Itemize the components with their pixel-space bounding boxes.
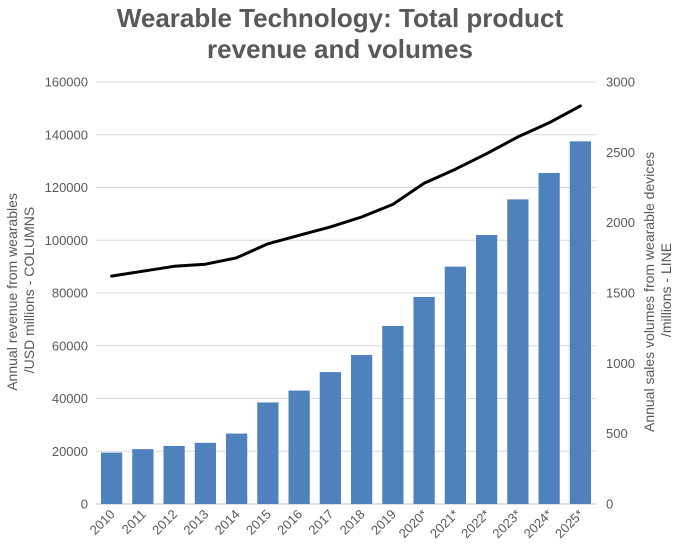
chart-title-line-1: Wearable Technology: Total product [116, 3, 564, 33]
revenue-bar [382, 325, 404, 504]
right-tick-label: 2500 [606, 145, 635, 160]
x-tick-label: 2022* [458, 507, 493, 542]
x-axis-ticks: 2010 2011 2012 2013 2014 2015 2016 2017 2018 2019… [87, 507, 587, 542]
chart-title: Wearable Technology: Total product reven… [0, 3, 680, 65]
left-axis-title: Annual revenue from wearables /USD milli… [4, 189, 37, 391]
left-tick-label: 100000 [45, 233, 88, 248]
left-tick-label: 0 [81, 497, 88, 512]
left-axis-ticks: 0 20000 40000 60000 80000 100000 120000 140000 1… [45, 75, 88, 512]
revenue-bar [257, 402, 279, 504]
x-tick-label: 2021* [427, 507, 462, 542]
x-tick-label: 2023* [489, 507, 524, 542]
revenue-bar [194, 442, 216, 504]
right-axis-title-line-2: /millions - LINE [658, 243, 674, 337]
right-tick-label: 1000 [606, 356, 635, 371]
left-tick-label: 140000 [45, 127, 88, 142]
left-tick-label: 20000 [52, 444, 88, 459]
revenue-bar [507, 199, 529, 504]
chart-title-line-2: revenue and volumes [207, 34, 473, 64]
left-axis-title-line-1: Annual revenue from wearables [4, 193, 20, 391]
revenue-bar [226, 433, 248, 504]
revenue-bar [288, 390, 310, 504]
x-tick-label: 2015 [243, 507, 274, 538]
x-tick-label: 2014 [212, 507, 243, 538]
x-tick-label: 2019 [368, 507, 399, 538]
right-tick-label: 0 [606, 497, 613, 512]
volume-line-layer [110, 104, 582, 278]
revenue-bar [413, 296, 435, 504]
x-tick-label: 2011 [119, 507, 149, 537]
right-tick-label: 1500 [606, 286, 635, 301]
x-tick-label: 2017 [305, 507, 336, 538]
revenue-bar [132, 449, 154, 504]
right-tick-label: 2000 [606, 215, 635, 230]
right-tick-label: 500 [606, 426, 628, 441]
revenue-bar [444, 266, 466, 504]
left-tick-label: 160000 [45, 75, 88, 90]
left-tick-label: 60000 [52, 338, 88, 353]
x-tick-label: 2024* [521, 507, 556, 542]
left-tick-label: 120000 [45, 180, 88, 195]
right-tick-label: 3000 [606, 75, 635, 90]
revenue-bars [101, 141, 591, 504]
revenue-bar [319, 372, 341, 504]
volume-line [110, 104, 582, 278]
revenue-bar [163, 445, 185, 504]
left-axis-title-line-2: /USD millions - COLUMNS [21, 207, 37, 373]
revenue-bar [351, 354, 373, 504]
revenue-bar [538, 172, 560, 504]
x-tick-label: 2025* [552, 507, 587, 542]
revenue-bar [101, 452, 123, 504]
left-tick-label: 40000 [52, 391, 88, 406]
x-tick-label: 2018 [337, 507, 368, 538]
x-tick-label: 2012 [149, 507, 180, 538]
right-axis-title-line-1: Annual sales volumes from wearable devic… [641, 152, 657, 432]
x-tick-label: 2013 [180, 507, 211, 538]
revenue-bar [569, 141, 591, 504]
x-tick-label: 2010 [87, 507, 118, 538]
right-axis-title: Annual sales volumes from wearable devic… [641, 148, 674, 432]
x-tick-label: 2016 [274, 507, 305, 538]
right-axis-ticks: 0 500 1000 1500 2000 2500 3000 [606, 75, 635, 512]
left-tick-label: 80000 [52, 286, 88, 301]
x-tick-label: 2020* [396, 507, 431, 542]
revenue-bar [476, 234, 498, 504]
